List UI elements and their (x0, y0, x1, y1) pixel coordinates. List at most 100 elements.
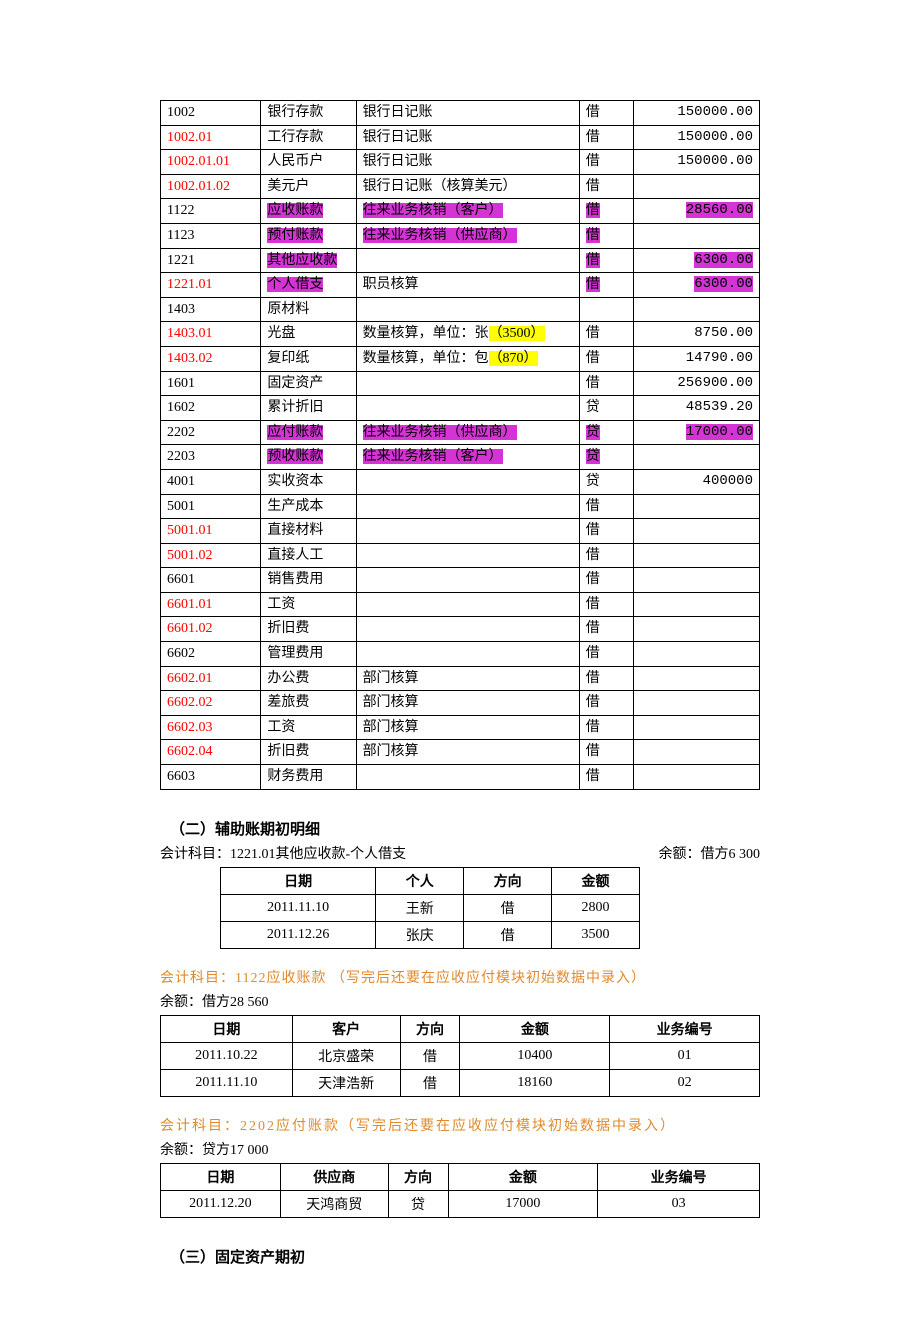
col-dir: 方向 (464, 867, 552, 894)
account-direction: 借 (579, 691, 633, 716)
account-calc (356, 297, 579, 322)
account-amount: 150000.00 (634, 101, 760, 126)
account-amount (634, 297, 760, 322)
col-date: 日期 (161, 1163, 281, 1190)
account-calc: 往来业务核销（客户） (356, 445, 579, 470)
account-name: 原材料 (261, 297, 356, 322)
account-row: 1403原材料 (161, 297, 760, 322)
personal-loan-table: 日期 个人 方向 金额 2011.11.10王新借28002011.12.26张… (220, 867, 640, 949)
account-direction: 借 (579, 346, 633, 371)
account-amount: 6300.00 (634, 273, 760, 298)
chart-of-accounts-table: 1002银行存款银行日记账借150000.001002.01工行存款银行日记账借… (160, 100, 760, 790)
account-calc: 数量核算，单位：包（870） (356, 346, 579, 371)
account-amount: 28560.00 (634, 199, 760, 224)
cell-cust: 北京盛荣 (292, 1042, 400, 1069)
account-calc: 往来业务核销（供应商） (356, 223, 579, 248)
cell-date: 2011.12.20 (161, 1190, 281, 1217)
account-code: 2202 (161, 420, 261, 445)
account-amount: 256900.00 (634, 371, 760, 396)
account-code: 1221.01 (161, 273, 261, 298)
account-code: 6602.04 (161, 740, 261, 765)
cell-amt: 2800 (552, 894, 640, 921)
receivables-table: 日期 客户 方向 金额 业务编号 2011.10.22北京盛荣借10400012… (160, 1015, 760, 1097)
account-name: 差旅费 (261, 691, 356, 716)
account-name: 银行存款 (261, 101, 356, 126)
account-direction: 借 (579, 592, 633, 617)
account-direction: 借 (579, 273, 633, 298)
account-calc (356, 592, 579, 617)
col-amt: 金额 (448, 1163, 598, 1190)
col-biz: 业务编号 (598, 1163, 760, 1190)
account-amount: 14790.00 (634, 346, 760, 371)
account-amount (634, 617, 760, 642)
account-direction: 借 (579, 101, 633, 126)
account-row: 6602.04折旧费部门核算借 (161, 740, 760, 765)
account-code: 6602 (161, 642, 261, 667)
account-direction: 贷 (579, 469, 633, 494)
account-direction: 贷 (579, 420, 633, 445)
cell-supp: 天鸿商贸 (280, 1190, 388, 1217)
account-calc: 银行日记账（核算美元） (356, 174, 579, 199)
account-code: 6602.01 (161, 666, 261, 691)
account-direction: 借 (579, 617, 633, 642)
account-name: 其他应收款 (261, 248, 356, 273)
account-name: 固定资产 (261, 371, 356, 396)
account-calc: 部门核算 (356, 715, 579, 740)
account-code: 5001.02 (161, 543, 261, 568)
account-code: 4001 (161, 469, 261, 494)
account-direction: 借 (579, 519, 633, 544)
account-calc (356, 469, 579, 494)
section-3-balance: 余额：借方28 560 (160, 991, 760, 1011)
account-direction: 贷 (579, 396, 633, 421)
account-name: 预付账款 (261, 223, 356, 248)
account-calc (356, 519, 579, 544)
account-row: 1123预付账款往来业务核销（供应商）借 (161, 223, 760, 248)
account-direction: 借 (579, 150, 633, 175)
account-code: 6603 (161, 765, 261, 790)
account-calc (356, 568, 579, 593)
account-name: 直接材料 (261, 519, 356, 544)
account-calc (356, 617, 579, 642)
section-5-heading: （三）固定资产期初 (170, 1246, 760, 1267)
account-row: 6602.01办公费部门核算借 (161, 666, 760, 691)
cell-date: 2011.12.26 (221, 921, 376, 948)
account-row: 6602管理费用借 (161, 642, 760, 667)
cell-dir: 贷 (388, 1190, 448, 1217)
account-row: 2203预收账款往来业务核销（客户）贷 (161, 445, 760, 470)
account-row: 1002.01工行存款银行日记账借150000.00 (161, 125, 760, 150)
account-amount (634, 543, 760, 568)
account-row: 5001生产成本借 (161, 494, 760, 519)
account-calc (356, 494, 579, 519)
account-name: 直接人工 (261, 543, 356, 568)
account-calc: 部门核算 (356, 740, 579, 765)
account-direction (579, 297, 633, 322)
col-dir: 方向 (388, 1163, 448, 1190)
account-code: 5001 (161, 494, 261, 519)
account-direction: 借 (579, 223, 633, 248)
account-amount (634, 223, 760, 248)
account-calc: 部门核算 (356, 691, 579, 716)
account-name: 生产成本 (261, 494, 356, 519)
account-calc (356, 371, 579, 396)
account-row: 1403.01光盘数量核算，单位：张（3500）借8750.00 (161, 322, 760, 347)
account-code: 1403 (161, 297, 261, 322)
table-row: 2011.12.20天鸿商贸贷1700003 (161, 1190, 760, 1217)
account-row: 1002银行存款银行日记账借150000.00 (161, 101, 760, 126)
account-code: 1403.02 (161, 346, 261, 371)
account-code: 1403.01 (161, 322, 261, 347)
account-amount: 150000.00 (634, 150, 760, 175)
section-2-balance: 余额：借方6 300 (659, 843, 761, 863)
account-code: 1002 (161, 101, 261, 126)
account-amount (634, 519, 760, 544)
account-row: 6601.02折旧费借 (161, 617, 760, 642)
account-direction: 借 (579, 765, 633, 790)
account-name: 办公费 (261, 666, 356, 691)
account-code: 6601 (161, 568, 261, 593)
account-direction: 借 (579, 199, 633, 224)
table-row: 2011.11.10天津浩新借1816002 (161, 1069, 760, 1096)
account-direction: 借 (579, 666, 633, 691)
account-code: 1122 (161, 199, 261, 224)
account-name: 复印纸 (261, 346, 356, 371)
col-cust: 客户 (292, 1015, 400, 1042)
account-calc: 部门核算 (356, 666, 579, 691)
